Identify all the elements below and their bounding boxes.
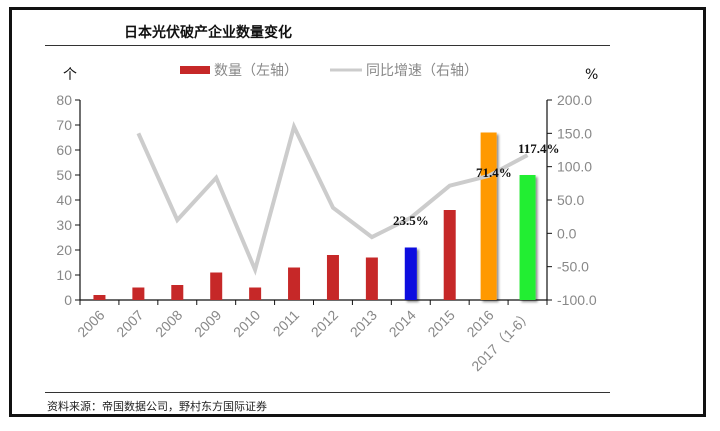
- bar-2016: [480, 132, 497, 300]
- left-tick-label: 30: [56, 217, 72, 233]
- x-tick-label: 2008: [152, 307, 185, 340]
- bar-2008: [171, 285, 184, 300]
- left-tick-label: 20: [56, 242, 72, 258]
- source-note: 资料来源：帝国数据公司，野村东方国际证券: [47, 400, 267, 413]
- x-tick-label: 2007: [113, 307, 146, 340]
- bar-2010: [249, 287, 262, 300]
- x-tick-label: 2010: [230, 307, 263, 340]
- bar-2014: [404, 247, 417, 300]
- right-unit-label: %: [585, 67, 598, 83]
- data-label-2017（1-6）: 117.4%: [518, 141, 560, 156]
- x-tick-label: 2011: [270, 307, 303, 340]
- bar-2013: [365, 257, 378, 300]
- left-tick-label: 80: [56, 92, 72, 108]
- data-label-2014: 23.5%: [393, 213, 429, 228]
- legend-bar-label: 数量（左轴）: [214, 63, 298, 79]
- growth-line: [136, 121, 529, 276]
- title-divider: [45, 45, 610, 46]
- bar-2015: [443, 210, 456, 300]
- left-unit-label: 个: [63, 67, 77, 83]
- bar-2009: [210, 272, 223, 300]
- bar-2017（1-6）: [519, 175, 536, 300]
- right-tick-label: 50.0: [557, 192, 584, 208]
- x-tick-label: 2016: [463, 307, 496, 340]
- right-tick-label: -100.0: [557, 292, 597, 308]
- bar-2007: [132, 287, 145, 300]
- left-tick-label: 60: [56, 142, 72, 158]
- x-tick-label: 2006: [74, 307, 107, 340]
- left-tick-label: 70: [56, 117, 72, 133]
- x-tick-label: 2015: [424, 307, 457, 340]
- left-tick-label: 10: [56, 267, 72, 283]
- right-tick-label: 0.0: [557, 225, 577, 241]
- legend-line-label: 同比增速（右轴）: [366, 63, 478, 79]
- right-tick-label: 100.0: [557, 159, 592, 175]
- right-tick-label: 150.0: [557, 125, 592, 141]
- bar-2012: [326, 255, 339, 300]
- right-tick-label: -50.0: [557, 259, 589, 275]
- chart-title: 日本光伏破产企业数量变化: [124, 25, 292, 41]
- x-tick-label: 2014: [386, 307, 419, 340]
- x-tick-label: 2009: [191, 307, 224, 340]
- legend-bar-swatch: [180, 66, 210, 74]
- x-tick-label: 2013: [347, 307, 380, 340]
- bar-2006: [93, 295, 106, 300]
- left-tick-label: 40: [56, 192, 72, 208]
- data-label-2015: 71.4%: [476, 165, 512, 180]
- bar-2011: [288, 267, 301, 300]
- x-tick-label: 2012: [308, 307, 341, 340]
- left-tick-label: 0: [64, 292, 72, 308]
- chart-frame: [9, 7, 706, 417]
- right-tick-label: 200.0: [557, 92, 592, 108]
- left-tick-label: 50: [56, 167, 72, 183]
- source-divider: [45, 392, 610, 393]
